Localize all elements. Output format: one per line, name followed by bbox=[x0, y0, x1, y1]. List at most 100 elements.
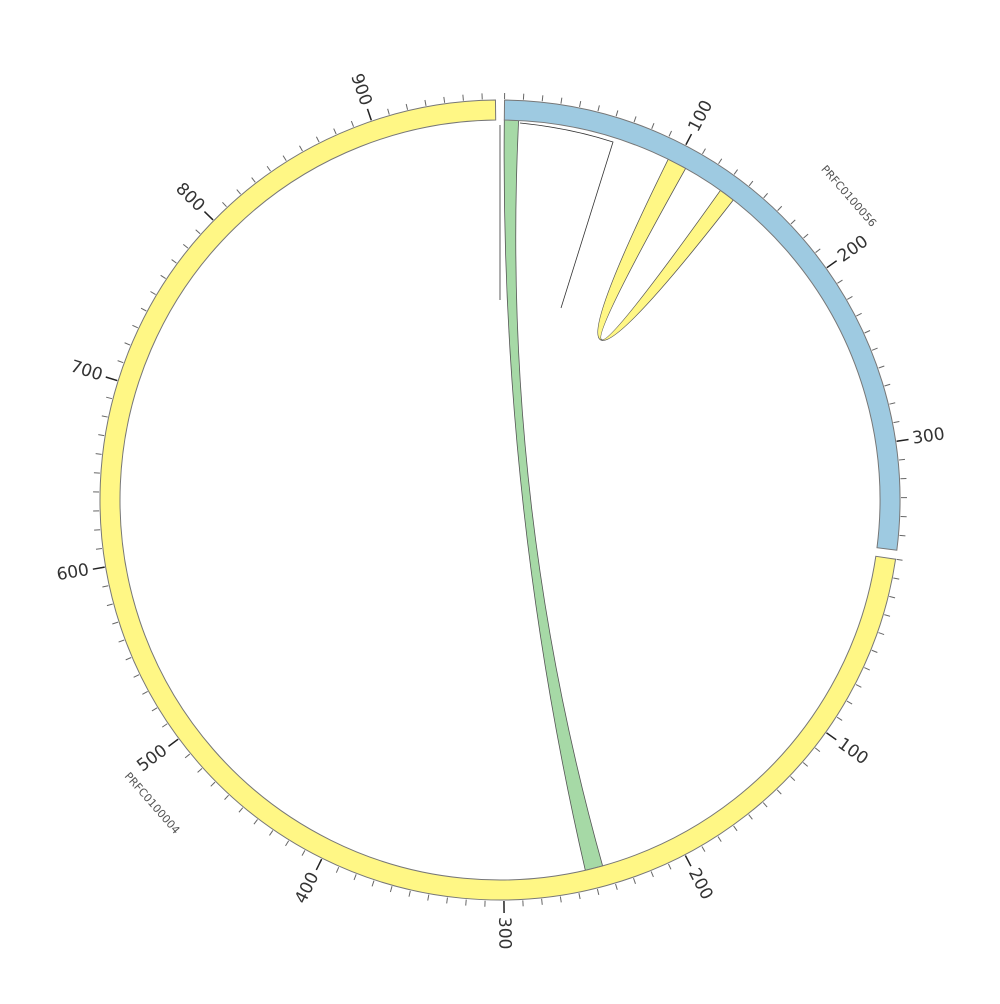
minor-tick bbox=[211, 782, 215, 786]
minor-tick bbox=[837, 280, 842, 283]
minor-tick bbox=[150, 291, 155, 294]
minor-tick bbox=[118, 361, 124, 363]
minor-tick bbox=[579, 893, 580, 899]
minor-tick bbox=[718, 837, 721, 842]
minor-tick bbox=[763, 803, 767, 808]
minor-tick bbox=[141, 308, 146, 311]
minor-tick bbox=[856, 685, 861, 688]
link-ribbon bbox=[598, 159, 734, 340]
minor-tick bbox=[616, 110, 618, 116]
segment bbox=[504, 100, 900, 550]
minor-tick bbox=[651, 871, 653, 877]
minor-tick bbox=[803, 762, 808, 766]
major-tick bbox=[316, 859, 321, 870]
major-tick bbox=[106, 377, 117, 381]
minor-tick bbox=[316, 137, 319, 142]
minor-tick bbox=[300, 146, 303, 151]
tick-label: 800 bbox=[171, 179, 208, 216]
minor-tick bbox=[102, 416, 108, 417]
minor-tick bbox=[856, 313, 861, 316]
minor-tick bbox=[119, 640, 125, 642]
tick-label: 300 bbox=[494, 917, 514, 950]
minor-tick bbox=[764, 193, 768, 198]
minor-tick bbox=[409, 891, 410, 897]
minor-tick bbox=[354, 874, 356, 880]
minor-tick bbox=[132, 325, 137, 328]
minor-tick bbox=[889, 403, 895, 404]
minor-tick bbox=[225, 795, 229, 799]
minor-tick bbox=[98, 435, 104, 436]
minor-tick bbox=[652, 123, 654, 129]
minor-tick bbox=[560, 896, 561, 902]
minor-tick bbox=[816, 249, 821, 253]
minor-tick bbox=[893, 421, 899, 422]
minor-tick bbox=[815, 748, 820, 752]
minor-tick bbox=[102, 586, 108, 587]
tick-label: 100 bbox=[834, 734, 872, 769]
minor-tick bbox=[884, 384, 890, 386]
link-ribbon bbox=[504, 120, 603, 870]
minor-tick bbox=[269, 830, 272, 835]
tick-label: 100 bbox=[684, 97, 717, 135]
minor-tick bbox=[162, 724, 167, 727]
ring: 100200300PRFC010005610020030040050060070… bbox=[55, 71, 946, 949]
minor-tick bbox=[542, 899, 543, 905]
minor-tick bbox=[142, 691, 147, 694]
minor-tick bbox=[267, 166, 270, 171]
tick-label: 500 bbox=[133, 741, 171, 776]
links bbox=[504, 120, 733, 870]
minor-tick bbox=[597, 889, 598, 895]
minor-tick bbox=[447, 898, 448, 904]
major-tick bbox=[685, 856, 691, 867]
minor-tick bbox=[351, 121, 353, 127]
minor-tick bbox=[96, 454, 102, 455]
minor-tick bbox=[198, 768, 202, 772]
minor-tick bbox=[734, 826, 737, 831]
major-tick bbox=[93, 567, 105, 569]
minor-tick bbox=[134, 675, 139, 678]
minor-tick bbox=[372, 881, 374, 887]
minor-tick bbox=[879, 366, 885, 368]
segment-label: PRFC0100004 bbox=[122, 770, 183, 837]
major-tick bbox=[827, 261, 837, 268]
major-tick bbox=[897, 439, 909, 441]
tick-label: 700 bbox=[68, 357, 105, 386]
minor-tick bbox=[172, 260, 177, 264]
tick-label: 200 bbox=[834, 231, 872, 266]
link-line bbox=[520, 123, 613, 308]
minor-tick bbox=[161, 275, 166, 278]
minor-tick bbox=[237, 190, 241, 195]
minor-tick bbox=[390, 886, 392, 892]
tick-label: 200 bbox=[684, 865, 717, 903]
minor-tick bbox=[719, 159, 722, 164]
minor-tick bbox=[334, 129, 336, 134]
minor-tick bbox=[899, 535, 905, 536]
minor-tick bbox=[893, 578, 899, 579]
minor-tick bbox=[749, 181, 753, 186]
minor-tick bbox=[425, 100, 426, 106]
tick-label: 300 bbox=[911, 424, 946, 449]
minor-tick bbox=[734, 170, 738, 175]
major-tick bbox=[686, 134, 692, 145]
minor-tick bbox=[185, 754, 190, 758]
minor-tick bbox=[865, 330, 870, 332]
minor-tick bbox=[837, 717, 842, 720]
minor-tick bbox=[878, 633, 884, 635]
minor-tick bbox=[749, 815, 753, 820]
minor-tick bbox=[777, 790, 781, 794]
minor-tick bbox=[283, 156, 286, 161]
minor-tick bbox=[884, 615, 890, 617]
minor-tick bbox=[286, 841, 289, 846]
tick-label: 600 bbox=[55, 560, 90, 585]
minor-tick bbox=[872, 650, 878, 652]
minor-tick bbox=[96, 548, 102, 549]
segment-label: PRFC0100056 bbox=[818, 163, 879, 230]
major-tick bbox=[367, 109, 371, 120]
minor-tick bbox=[872, 348, 878, 350]
minor-tick bbox=[152, 708, 157, 711]
minor-tick bbox=[125, 343, 131, 345]
minor-tick bbox=[222, 202, 226, 206]
minor-tick bbox=[847, 296, 852, 299]
minor-tick bbox=[897, 559, 903, 560]
